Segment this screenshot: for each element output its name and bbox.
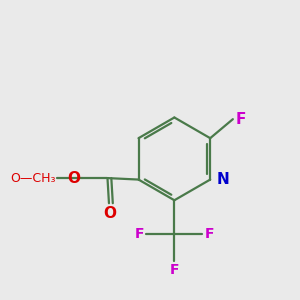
Text: F: F [235, 112, 246, 127]
Text: O: O [103, 206, 117, 221]
Text: F: F [169, 263, 179, 277]
Text: F: F [205, 227, 214, 241]
Text: N: N [217, 172, 230, 187]
Text: F: F [134, 227, 144, 241]
Text: O—CH₃: O—CH₃ [11, 172, 56, 184]
Text: O: O [67, 171, 80, 186]
